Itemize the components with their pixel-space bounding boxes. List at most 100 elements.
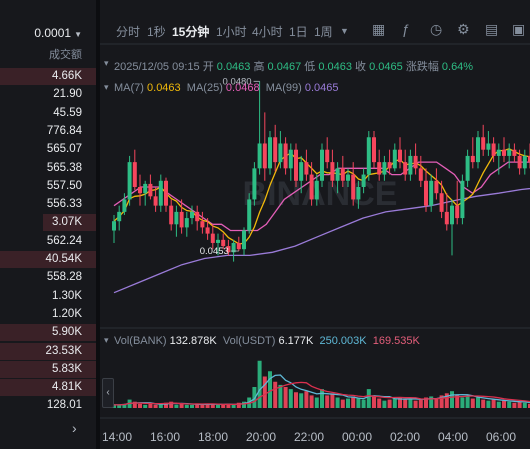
candle-body — [413, 155, 418, 169]
depth-bar — [0, 324, 96, 342]
tab-1h[interactable]: 1小时 — [216, 25, 247, 39]
low-marker-label: 0.0453 — [200, 246, 229, 257]
volume-bar — [418, 399, 423, 408]
layout-icon[interactable]: ▣ — [512, 21, 526, 37]
candle-body — [387, 162, 392, 169]
depth-row[interactable]: 128.01 — [0, 397, 96, 414]
depth-row[interactable]: 1.20K — [0, 306, 96, 323]
collapse-caret-icon[interactable]: ▾ — [104, 58, 109, 68]
time-tick: 22:00 — [294, 430, 325, 444]
volume-bar — [299, 393, 304, 408]
depth-row[interactable]: 5.83K — [0, 360, 96, 378]
chevron-left-icon[interactable]: ‹ — [102, 378, 114, 408]
depth-row[interactable]: 21.90 — [0, 86, 96, 103]
candle-body — [356, 187, 361, 200]
depth-volume: 45.59 — [53, 106, 82, 119]
depth-row[interactable]: 40.54K — [0, 251, 96, 268]
volume-column-header: 成交额 — [49, 49, 82, 61]
clock-icon[interactable]: ◷ — [430, 21, 443, 37]
candle-body — [247, 199, 252, 231]
volume-bar — [278, 384, 283, 408]
settings-icon[interactable]: ⚙ — [457, 21, 470, 37]
ohlc-low-label: 低 — [304, 61, 316, 73]
volume-bar — [169, 401, 174, 408]
candle-body — [361, 174, 366, 187]
candle-body — [200, 221, 205, 228]
collapse-caret-icon[interactable]: ▾ — [104, 335, 109, 345]
depth-row[interactable]: 4.66K — [0, 68, 96, 85]
time-tick: 02:00 — [390, 430, 421, 444]
candle-body — [335, 168, 340, 181]
panel-divider — [96, 0, 100, 449]
depth-row[interactable]: 3.07K — [0, 214, 96, 232]
volume-bar — [153, 404, 158, 408]
volume-bar — [439, 395, 444, 408]
more-timeframes-icon[interactable]: ▼ — [340, 26, 349, 36]
candle-body — [392, 149, 397, 169]
volume-bar — [205, 403, 210, 408]
ohlc-info: ▾ 2025/12/05 09:15 开 0.0463 高 0.0467 低 0… — [104, 58, 474, 74]
kline-chart[interactable]: BINANCE 0.0480 0.0453 分时 1秒 15分钟 1小时 4小时 1… — [100, 0, 530, 449]
depth-row[interactable]: 557.50 — [0, 178, 96, 195]
volume-bar — [210, 403, 215, 408]
candle-body — [288, 149, 293, 169]
candle-body — [439, 193, 444, 212]
candle-body — [132, 162, 137, 187]
precision-value: 0.0001 — [34, 26, 72, 40]
depth-row[interactable]: 562.24 — [0, 233, 96, 250]
depth-row[interactable]: 23.53K — [0, 342, 96, 360]
tab-1d[interactable]: 1日 — [289, 25, 308, 39]
precision-selector[interactable]: 0.0001 ▼ — [34, 26, 82, 40]
tab-1w[interactable]: 1周 — [314, 25, 333, 39]
depth-row[interactable]: 565.38 — [0, 160, 96, 177]
time-tick: 16:00 — [150, 430, 181, 444]
tab-timeline[interactable]: 分时 — [116, 25, 141, 39]
time-tick: 18:00 — [198, 430, 229, 444]
depth-row[interactable]: 1.30K — [0, 288, 96, 305]
tab-4h[interactable]: 4小时 — [252, 25, 283, 39]
volume-bar — [236, 402, 241, 408]
candle-body — [528, 155, 530, 163]
volume-bar — [283, 387, 288, 408]
depth-row[interactable]: 45.59 — [0, 105, 96, 122]
collapse-caret-icon[interactable]: ▾ — [104, 82, 109, 92]
candle-body — [158, 180, 163, 206]
ohlc-change: 0.64% — [441, 61, 474, 73]
depth-row[interactable]: 558.28 — [0, 269, 96, 286]
volume-bar — [444, 393, 449, 408]
indicator-icon[interactable]: ƒ — [402, 21, 410, 37]
ma25-line — [113, 161, 530, 232]
volume-bar — [184, 404, 189, 408]
candle-body — [294, 149, 298, 181]
volume-bar — [288, 389, 293, 408]
ma-legend: ▾ MA(7) 0.0463 MA(25) 0.0468 MA(99) 0.04… — [104, 82, 338, 94]
candle-body — [242, 230, 246, 250]
candle-body — [190, 211, 194, 219]
template-icon[interactable]: ▤ — [485, 21, 499, 37]
depth-bar — [0, 68, 96, 85]
depth-row[interactable]: 776.84 — [0, 123, 96, 140]
tab-1s[interactable]: 1秒 — [147, 25, 166, 39]
candle-body — [450, 205, 454, 225]
volume-bar — [392, 398, 397, 408]
calendar-icon[interactable]: ▦ — [372, 21, 386, 37]
candle-body — [351, 174, 356, 200]
volume-bar — [320, 389, 324, 408]
depth-row[interactable]: 5.90K — [0, 324, 96, 342]
depth-volume: 5.90K — [51, 326, 82, 339]
candle-body — [372, 137, 376, 163]
chevron-right-icon[interactable]: › — [72, 420, 77, 436]
candle-body — [460, 180, 465, 219]
candle-body — [408, 155, 413, 175]
depth-row[interactable]: 556.33 — [0, 196, 96, 213]
tab-15m[interactable]: 15分钟 — [172, 25, 210, 39]
candle-body — [330, 162, 335, 181]
volume-bar — [314, 397, 319, 408]
candle-body — [465, 155, 470, 181]
volume-bar — [517, 401, 522, 408]
depth-row[interactable]: 4.81K — [0, 379, 96, 397]
depth-row[interactable]: 565.07 — [0, 141, 96, 158]
volume-bar — [309, 395, 314, 408]
candle-body — [273, 137, 278, 163]
volume-bar — [455, 395, 460, 408]
